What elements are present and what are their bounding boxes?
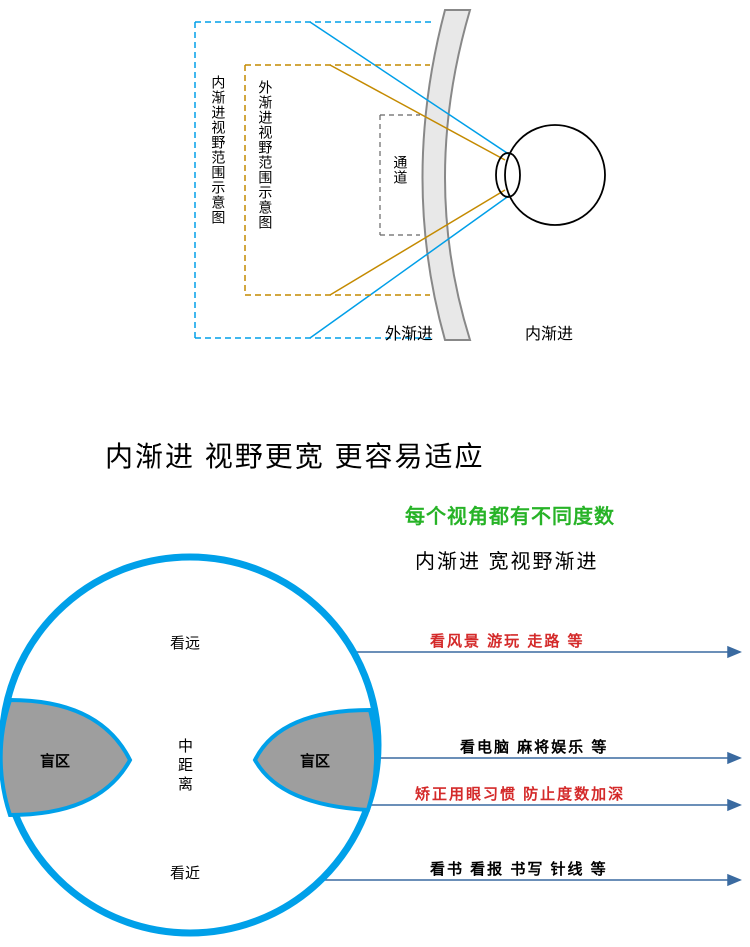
row-3-label: 看书 看报 书写 针线 等 (430, 858, 608, 879)
mid-zone-label-stack: 中距离 (178, 738, 193, 794)
blind-right-label: 盲区 (300, 750, 330, 771)
bottom-diagram (0, 0, 750, 947)
far-zone-label: 看远 (170, 632, 200, 653)
row-0-label: 看风景 游玩 走路 等 (430, 630, 585, 651)
row-2-label: 矫正用眼习惯 防止度数加深 (415, 783, 625, 804)
row-1-label: 看电脑 麻将娱乐 等 (460, 736, 608, 757)
near-zone-label: 看近 (170, 862, 200, 883)
blind-left-label: 盲区 (40, 750, 70, 771)
